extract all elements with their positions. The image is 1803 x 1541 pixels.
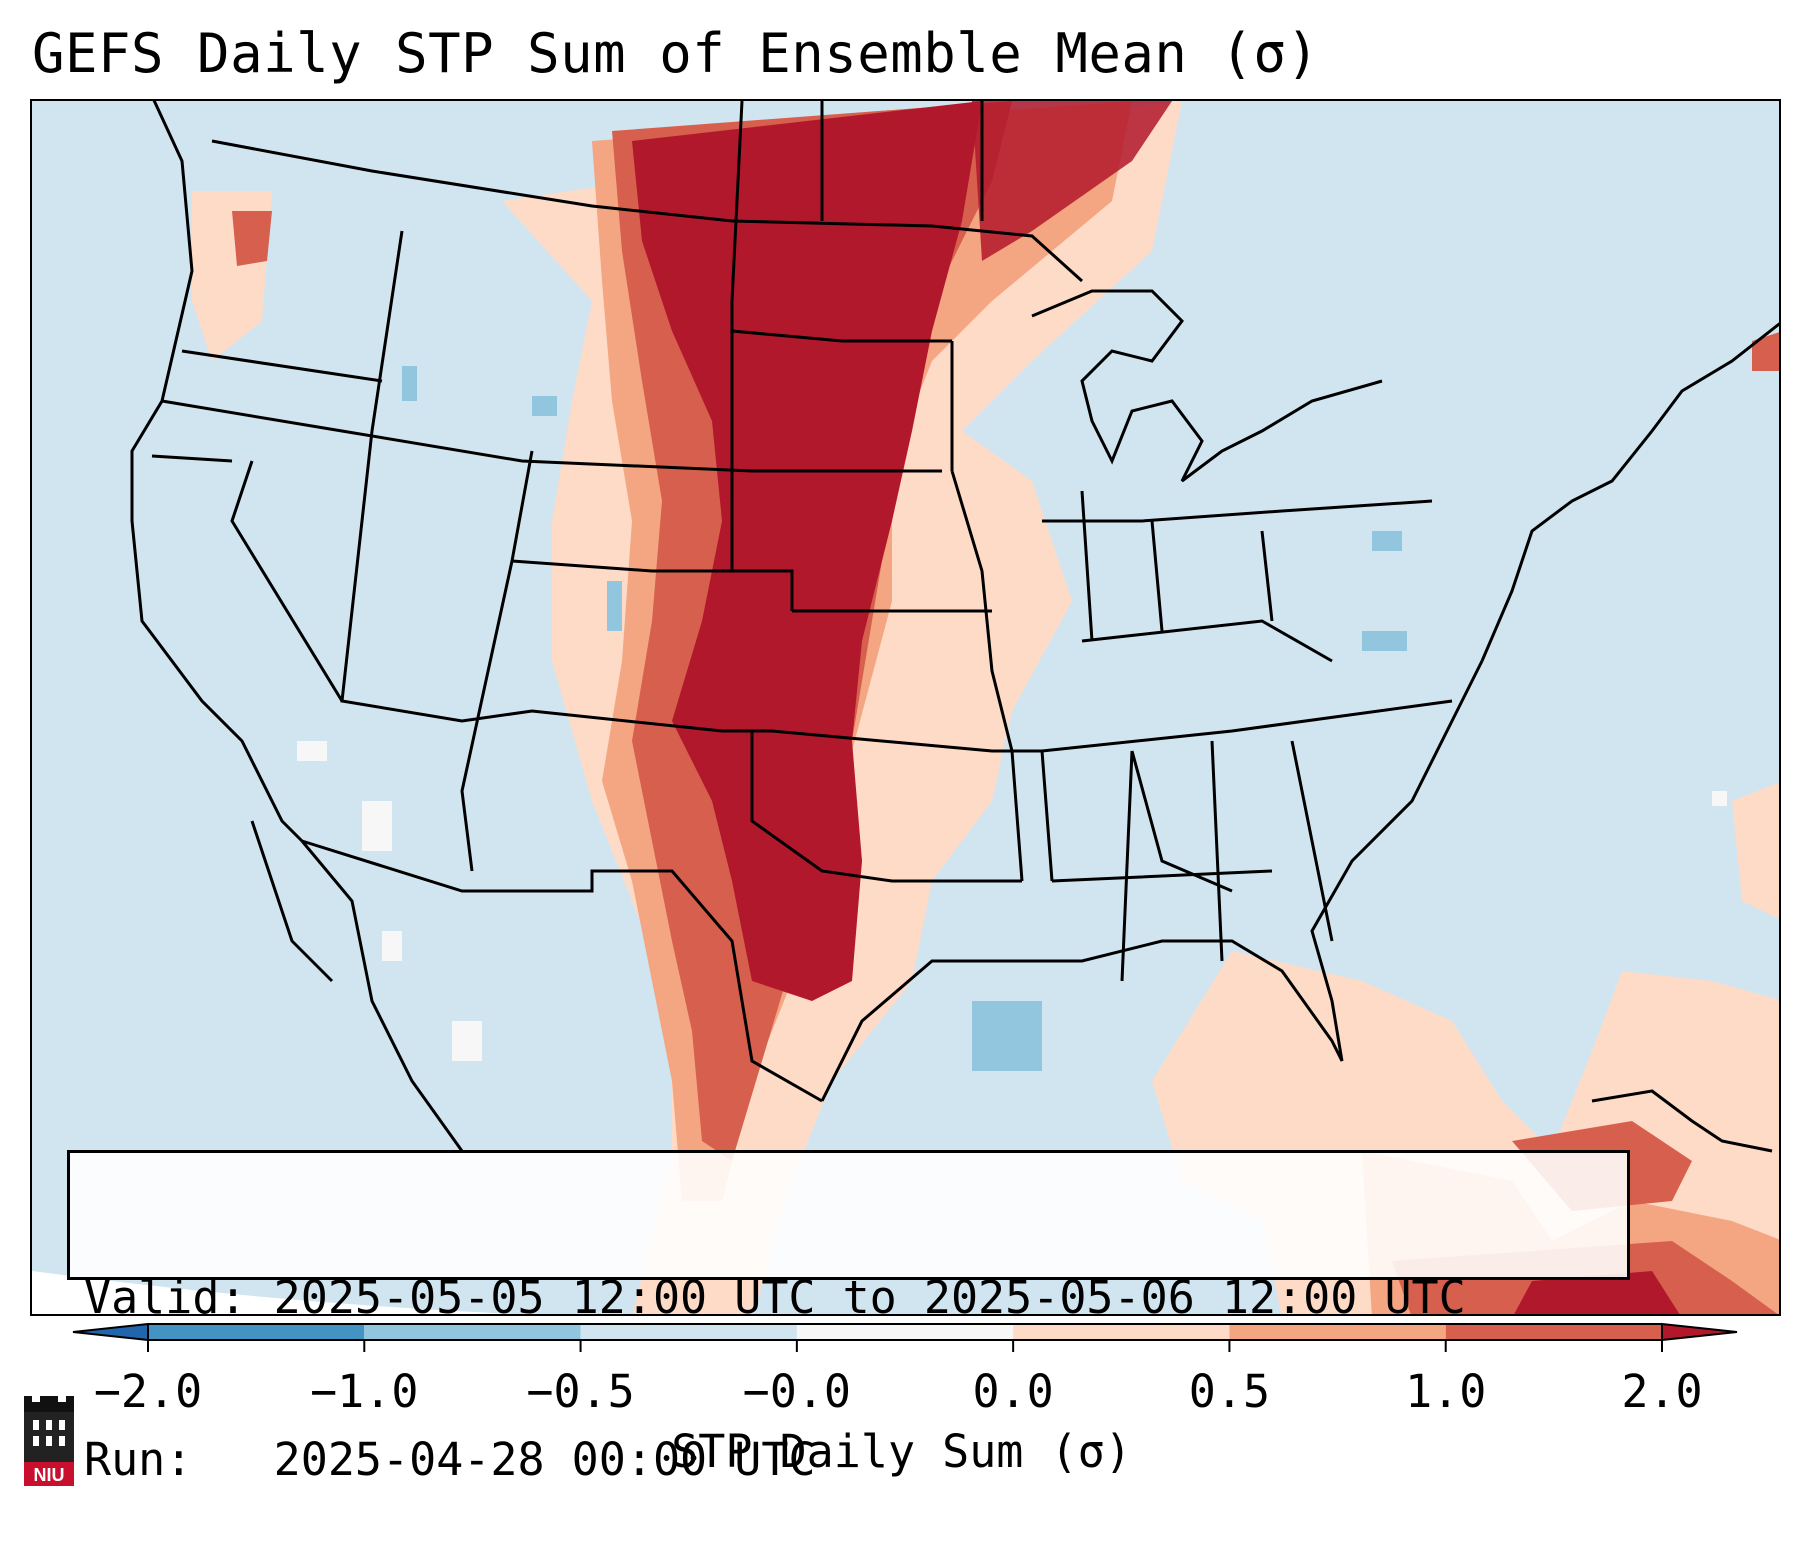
run-value: 2025-04-28 00:00 UTC <box>273 1433 816 1486</box>
baja <box>250 820 334 983</box>
mexico-west-coast <box>300 840 464 1152</box>
negative-anomaly-specks <box>402 366 1407 1071</box>
valid-row: Valid: 2025-05-05 12:00 UTC to 2025-05-0… <box>84 1271 1613 1325</box>
west-coast <box>130 101 304 843</box>
colorbar-extend-high <box>1661 1322 1738 1342</box>
colorbar-tick-label: −0.5 <box>526 1365 635 1418</box>
east-coast <box>1480 322 1779 662</box>
projection-edge <box>32 1271 515 1314</box>
near-zero-specks <box>297 741 1727 1061</box>
colorbar-tick-label: 1.0 <box>1405 1365 1487 1418</box>
valid-run-info-box: Valid: 2025-05-05 12:00 UTC to 2025-05-0… <box>67 1150 1630 1486</box>
anomaly-fill <box>192 101 1779 1314</box>
us-mexico-border <box>301 839 823 1103</box>
colorbar-tick-label: 0.0 <box>972 1365 1054 1418</box>
colorbar-tick-label: −1.0 <box>310 1365 419 1418</box>
state-borders <box>151 101 1453 982</box>
canada-border <box>211 139 1084 283</box>
run-label: Run: <box>84 1433 247 1486</box>
colorbar-tick-label: −0.0 <box>742 1365 852 1418</box>
colorbar-tick-label: 2.0 <box>1621 1365 1703 1418</box>
valid-label: Valid: <box>84 1271 247 1324</box>
cuba <box>1591 1089 1773 1153</box>
logo-text: NIU <box>34 1465 65 1485</box>
map-panel <box>30 99 1781 1316</box>
run-row: Run: 2025-04-28 00:00 UTC <box>84 1433 1613 1487</box>
colorbar-tick-label: 0.5 <box>1188 1365 1271 1418</box>
gulf-coast <box>820 660 1484 1102</box>
map-canvas <box>32 101 1779 1314</box>
niu-logo: NIU <box>24 1396 74 1486</box>
chart-title: GEFS Daily STP Sum of Ensemble Mean (σ) <box>32 22 1320 85</box>
boundaries <box>130 101 1779 1153</box>
colorbar-tick-label: −2.0 <box>93 1365 203 1418</box>
great-lakes <box>1031 289 1383 483</box>
colorbar-label: STP Daily Sum (σ) <box>671 1425 1132 1478</box>
valid-value: 2025-05-05 12:00 UTC to 2025-05-06 12:00… <box>273 1271 1466 1324</box>
